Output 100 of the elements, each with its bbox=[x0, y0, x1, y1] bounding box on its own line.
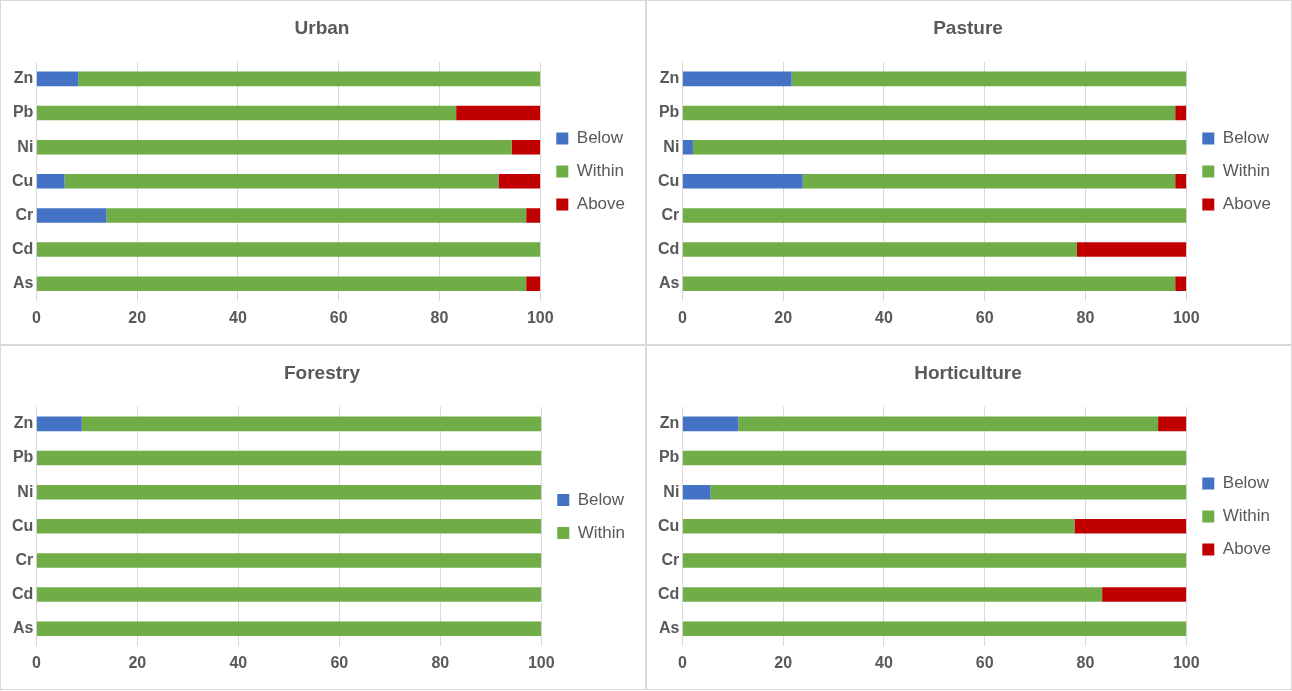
bar bbox=[682, 621, 1187, 636]
bar bbox=[1102, 587, 1187, 602]
bar bbox=[682, 105, 1176, 121]
chart-title: Pasture bbox=[933, 16, 1003, 38]
bar bbox=[526, 276, 541, 291]
chart-title: Horticulture bbox=[914, 361, 1022, 383]
chart-title: Urban bbox=[294, 16, 350, 38]
bar bbox=[682, 276, 1176, 291]
y-tick-label: Zn bbox=[13, 414, 34, 432]
y-tick-label: Pb bbox=[12, 448, 34, 466]
y-tick-label: Cd bbox=[12, 239, 34, 257]
bar bbox=[36, 174, 65, 189]
bar bbox=[682, 242, 1077, 257]
y-tick-label: As bbox=[658, 274, 680, 292]
y-tick-label: Zn bbox=[659, 69, 680, 87]
x-tick-label: 60 bbox=[975, 653, 994, 671]
x-tick-label: 60 bbox=[330, 653, 349, 671]
y-tick-label: Cd bbox=[658, 584, 680, 602]
legend-label: Within bbox=[576, 161, 625, 181]
x-tick-label: 0 bbox=[677, 308, 687, 326]
bar bbox=[692, 139, 1187, 155]
y-tick-label: Cu bbox=[658, 516, 680, 534]
x-tick-label: 40 bbox=[229, 308, 247, 326]
y-tick-label: Pb bbox=[658, 448, 680, 466]
bar bbox=[36, 105, 457, 121]
y-tick-label: Zn bbox=[659, 414, 680, 432]
bar bbox=[36, 242, 541, 257]
bar bbox=[511, 139, 541, 155]
legend-label: Within bbox=[1222, 506, 1271, 526]
x-tick-label: 20 bbox=[128, 308, 147, 326]
x-tick-label: 100 bbox=[526, 308, 554, 326]
x-tick-label: 40 bbox=[875, 308, 893, 326]
y-tick-label: Cd bbox=[658, 239, 680, 257]
y-tick-label: Cr bbox=[15, 205, 34, 223]
bar bbox=[36, 276, 527, 291]
y-tick-label: Ni bbox=[663, 137, 680, 155]
x-tick-label: 0 bbox=[31, 653, 41, 671]
y-tick-label: Cu bbox=[12, 516, 34, 534]
bar bbox=[738, 416, 1159, 432]
legend-label: Above bbox=[576, 194, 625, 214]
bar bbox=[682, 484, 711, 500]
legend-label: Above bbox=[1222, 539, 1271, 559]
bar bbox=[64, 174, 499, 189]
x-tick-label: 20 bbox=[774, 653, 793, 671]
bar bbox=[710, 484, 1187, 500]
y-tick-label: Cu bbox=[658, 171, 680, 189]
bar bbox=[682, 208, 1187, 223]
y-tick-label: As bbox=[12, 274, 34, 292]
bar bbox=[1175, 174, 1187, 189]
x-tick-label: 80 bbox=[430, 308, 449, 326]
bar bbox=[36, 208, 107, 223]
bar bbox=[791, 71, 1187, 87]
legend-label: Below bbox=[1222, 128, 1270, 148]
chart-title: Forestry bbox=[283, 361, 361, 383]
bar bbox=[1076, 242, 1187, 257]
bar bbox=[36, 139, 512, 155]
x-tick-label: 100 bbox=[527, 653, 555, 671]
x-tick-label: 60 bbox=[975, 308, 994, 326]
bar bbox=[682, 587, 1103, 602]
y-tick-label: Ni bbox=[17, 137, 34, 155]
y-tick-label: Pb bbox=[12, 103, 34, 121]
x-tick-label: 80 bbox=[431, 653, 450, 671]
legend-label: Below bbox=[1222, 473, 1270, 493]
bar bbox=[682, 174, 803, 189]
x-tick-label: 20 bbox=[128, 653, 147, 671]
y-tick-label: Cd bbox=[12, 584, 34, 602]
y-tick-label: Ni bbox=[663, 482, 680, 500]
bar bbox=[78, 71, 541, 87]
x-tick-label: 20 bbox=[774, 308, 793, 326]
legend-label: Within bbox=[577, 522, 625, 542]
bar bbox=[1074, 519, 1187, 534]
bar bbox=[682, 71, 792, 87]
legend-label: Within bbox=[1222, 161, 1271, 181]
x-tick-label: 100 bbox=[1172, 308, 1200, 326]
bar bbox=[1158, 416, 1187, 432]
bar bbox=[682, 139, 693, 155]
bar bbox=[682, 450, 1187, 466]
bar bbox=[498, 174, 541, 189]
y-tick-label: Zn bbox=[13, 69, 34, 87]
x-tick-label: 0 bbox=[677, 653, 687, 671]
y-tick-label: Cr bbox=[15, 550, 34, 568]
bar bbox=[682, 416, 739, 432]
bar bbox=[456, 105, 541, 121]
bar bbox=[682, 553, 1187, 568]
bar bbox=[1175, 105, 1187, 121]
bar bbox=[106, 208, 527, 223]
legend-label: Below bbox=[576, 128, 624, 148]
y-tick-label: Cr bbox=[661, 550, 680, 568]
y-tick-label: Cu bbox=[12, 171, 34, 189]
bar bbox=[36, 71, 79, 87]
y-tick-label: As bbox=[12, 619, 34, 637]
bar bbox=[802, 174, 1176, 189]
x-tick-label: 60 bbox=[329, 308, 348, 326]
y-tick-label: As bbox=[658, 619, 680, 637]
x-tick-label: 100 bbox=[1172, 653, 1200, 671]
bar bbox=[682, 519, 1075, 534]
legend-label: Above bbox=[1222, 194, 1271, 214]
x-tick-label: 80 bbox=[1076, 308, 1095, 326]
y-tick-label: Ni bbox=[17, 482, 34, 500]
y-tick-label: Pb bbox=[658, 103, 680, 121]
